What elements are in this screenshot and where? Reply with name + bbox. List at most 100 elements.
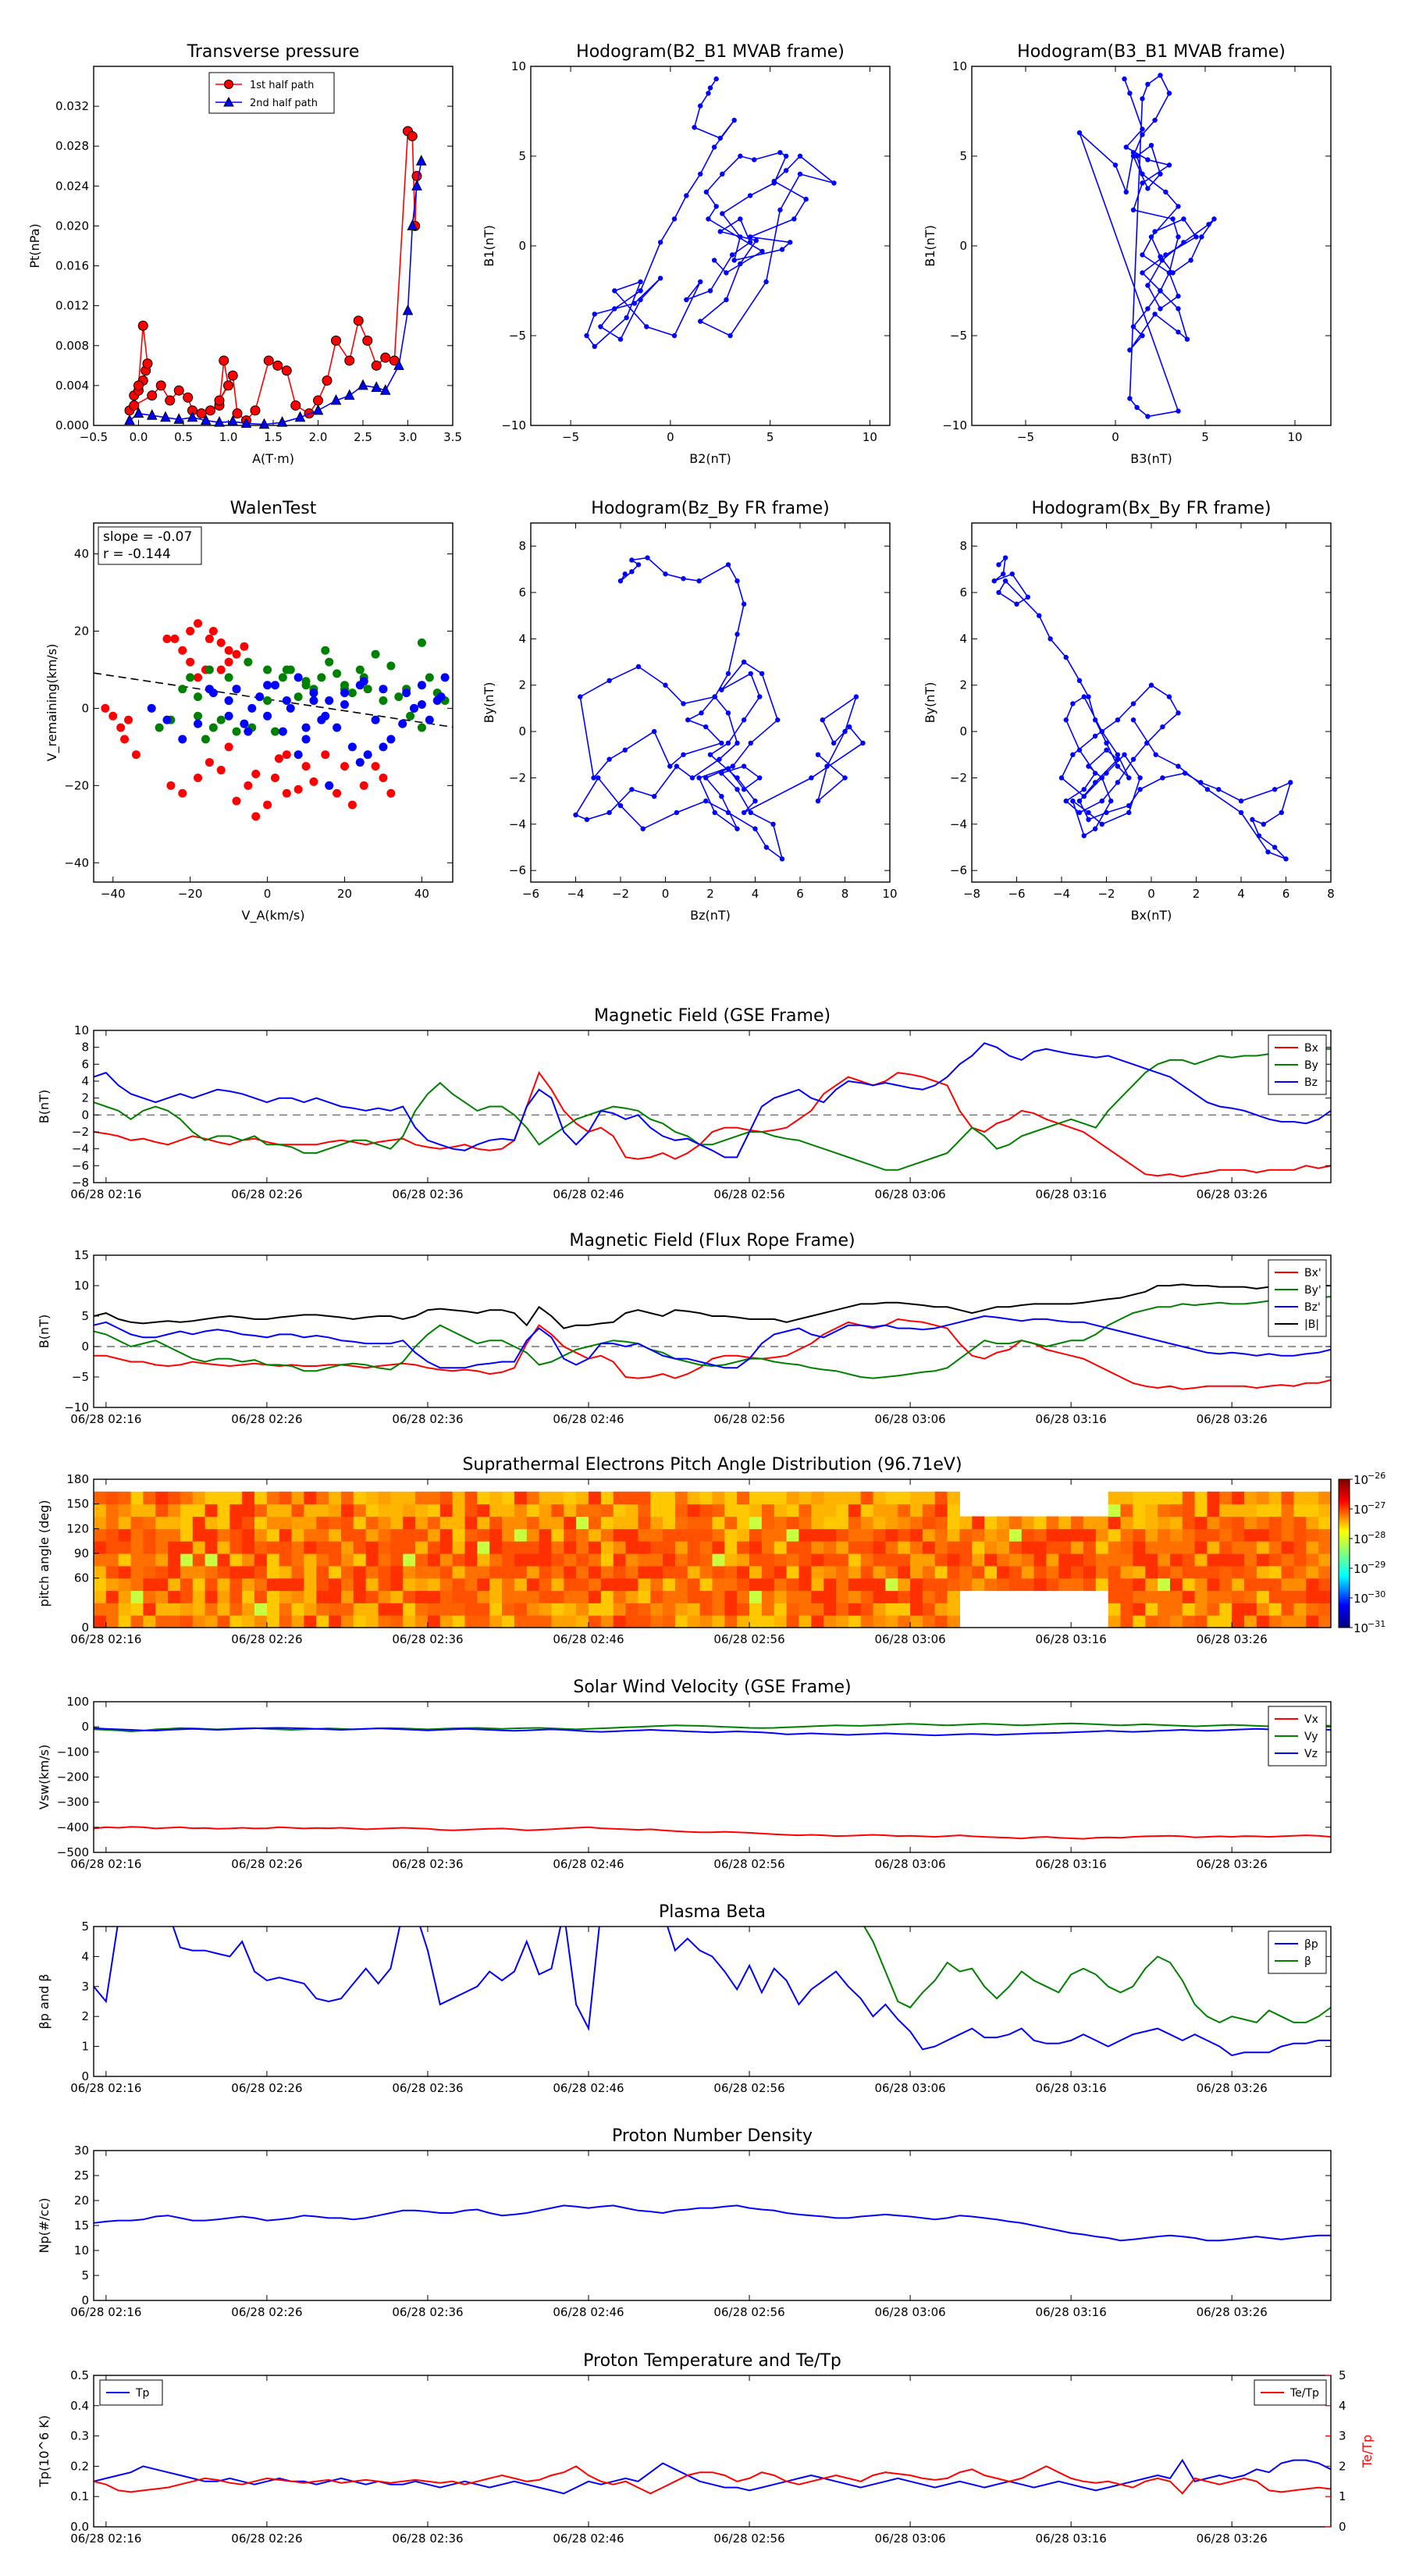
- pad-cell: [1170, 1565, 1183, 1579]
- walen-point: [251, 812, 261, 821]
- walen-point: [371, 649, 380, 659]
- walen-point: [371, 762, 380, 771]
- pad-cell: [650, 1553, 663, 1567]
- tp-legend-label: 1st half path: [250, 80, 314, 91]
- pad-cell: [1033, 1541, 1047, 1554]
- pad-cell: [761, 1516, 775, 1529]
- pad-cell: [428, 1541, 441, 1554]
- pad-cell: [638, 1590, 651, 1603]
- pad-cell: [514, 1516, 528, 1529]
- pad-cell: [613, 1553, 627, 1567]
- walen-point: [282, 665, 291, 674]
- pad-cell: [848, 1590, 862, 1603]
- pad-cell: [266, 1516, 280, 1529]
- pad-cell: [761, 1590, 775, 1603]
- pad-cell: [291, 1516, 304, 1529]
- tp-point-2nd-half: [402, 304, 414, 315]
- pad-cell: [898, 1590, 911, 1603]
- pad-cell: [365, 1528, 379, 1542]
- h3-ytick-label: −4: [509, 817, 526, 831]
- pad-cell: [823, 1528, 837, 1542]
- pad-cell: [959, 1528, 973, 1542]
- pad-cell: [1281, 1603, 1294, 1616]
- pad-cell: [984, 1516, 998, 1529]
- pad-cell: [885, 1528, 898, 1542]
- pad-cell: [254, 1503, 268, 1517]
- h3-point: [681, 576, 686, 582]
- pad-cell: [329, 1603, 342, 1616]
- h4-point: [1130, 756, 1136, 762]
- pad-cell: [502, 1503, 515, 1517]
- pad-cell: [811, 1615, 824, 1628]
- pad-cell: [873, 1491, 886, 1505]
- pad-cell: [959, 1541, 973, 1554]
- h4-xtick-label: 8: [1327, 887, 1335, 901]
- h3-point: [685, 717, 691, 723]
- pad-cell: [674, 1491, 688, 1505]
- pad-cell: [984, 1553, 998, 1567]
- pad-cell: [934, 1491, 948, 1505]
- beta-xtick-label: 06/28 02:16: [70, 2081, 141, 2095]
- h4-point: [1115, 763, 1121, 769]
- vsw-ytick-label: −300: [57, 1795, 89, 1809]
- h3-point: [622, 571, 628, 577]
- tp2-ytick-label: 0.3: [70, 2429, 89, 2443]
- pad-cell: [589, 1590, 602, 1603]
- pad-cell: [1232, 1553, 1245, 1567]
- pad-cell: [898, 1503, 911, 1517]
- chart-pitch-angle-distribution: Suprathermal Electrons Pitch Angle Distr…: [37, 1455, 1385, 1646]
- pad-cell: [576, 1565, 589, 1579]
- h4-point: [1153, 752, 1158, 757]
- h3-xtick-label: −2: [612, 887, 629, 901]
- pad-cell: [923, 1553, 936, 1567]
- tp-point-1st-half: [214, 395, 225, 406]
- pad-cell: [291, 1578, 304, 1592]
- np-xtick-label: 06/28 02:46: [553, 2305, 624, 2319]
- pad-cell: [799, 1516, 812, 1529]
- pad-cell: [737, 1503, 750, 1517]
- tp-point-1st-half: [290, 400, 301, 411]
- mf_fr-xtick-label: 06/28 02:56: [713, 1412, 784, 1426]
- h3-point: [748, 740, 753, 746]
- beta-xtick-label: 06/28 03:16: [1036, 2081, 1107, 2095]
- walen-point: [205, 758, 214, 767]
- pad-cell: [873, 1578, 886, 1592]
- pad-cell: [564, 1516, 577, 1529]
- pad-cell: [1058, 1541, 1072, 1554]
- pad-cell: [910, 1553, 923, 1567]
- pad-cell: [625, 1491, 638, 1505]
- pad-cell: [1207, 1590, 1220, 1603]
- pad-cell: [836, 1615, 849, 1628]
- pad-cell: [761, 1578, 775, 1592]
- pad-cell: [1145, 1516, 1158, 1529]
- pad-cell: [143, 1590, 156, 1603]
- pad-cell: [341, 1615, 354, 1628]
- pad-cell: [94, 1503, 107, 1517]
- pad-cell: [724, 1528, 738, 1542]
- h2-point: [1170, 270, 1176, 276]
- h4-point: [1063, 717, 1069, 723]
- h3-point: [725, 809, 731, 816]
- h3-point: [741, 601, 747, 607]
- tp-legend-label: 2nd half path: [250, 98, 318, 109]
- walen-point: [293, 785, 303, 794]
- mf_gse-ytick-label: 10: [74, 1023, 89, 1037]
- h1-point: [759, 248, 765, 254]
- vsw-xtick-label: 06/28 03:16: [1036, 1857, 1107, 1871]
- pad-cell: [1158, 1603, 1171, 1616]
- pad-cell: [1021, 1565, 1035, 1579]
- pad-cell: [168, 1553, 181, 1567]
- pad-cell: [180, 1578, 194, 1592]
- pad-xtick-label: 06/28 03:06: [874, 1632, 945, 1646]
- pad-cell: [439, 1603, 454, 1616]
- tp2-series-0: [94, 2458, 1331, 2495]
- tp-xtick-label: 1.5: [264, 430, 283, 444]
- pad-cell: [180, 1590, 194, 1603]
- pad-cell: [1033, 1528, 1047, 1542]
- pad-cell: [1182, 1590, 1196, 1603]
- h3-point: [770, 821, 776, 827]
- h3-point: [725, 740, 731, 746]
- pad-cell: [1021, 1516, 1035, 1529]
- pad-cell: [94, 1541, 107, 1554]
